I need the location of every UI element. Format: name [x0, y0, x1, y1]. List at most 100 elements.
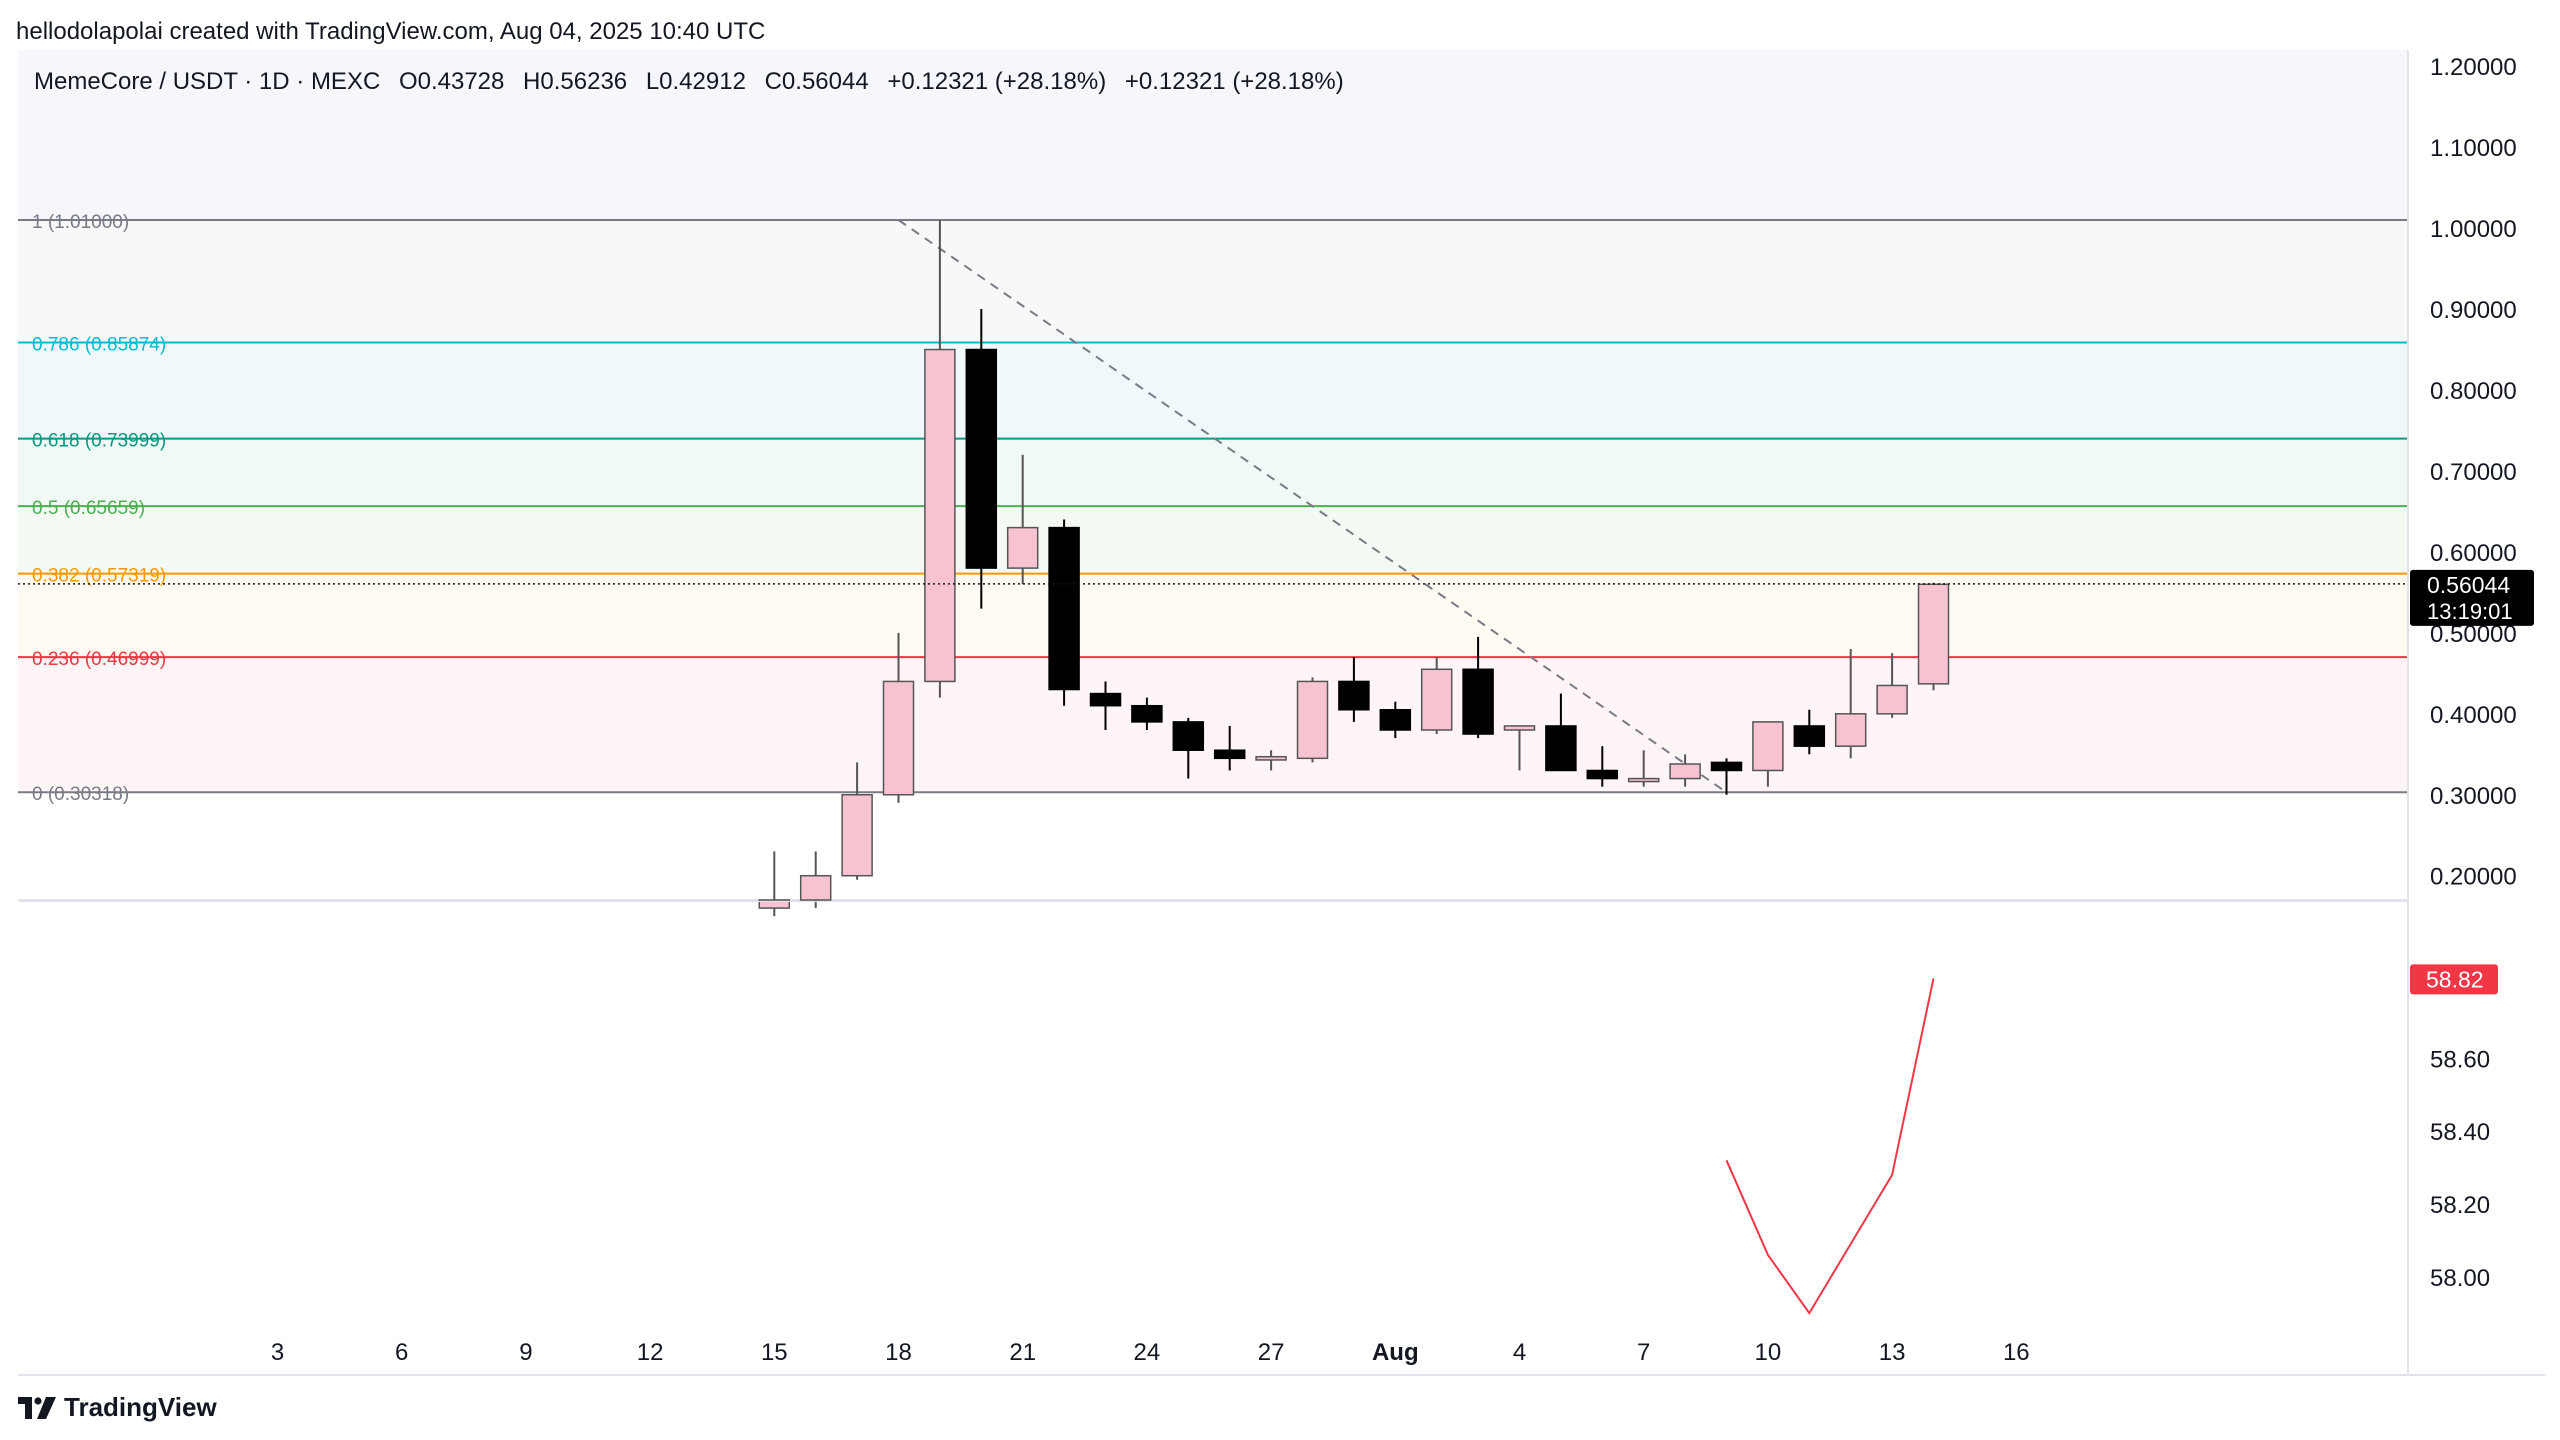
tradingview-logo-icon	[18, 1396, 56, 1419]
time-tick-label: 15	[761, 1339, 788, 1366]
price-tick-label: 0.60000	[2430, 540, 2517, 567]
candle-body	[799, 874, 832, 901]
fib-zone	[18, 657, 2408, 793]
last-price-badge	[2410, 569, 2534, 626]
candle	[1131, 697, 1163, 730]
candle-body	[1131, 704, 1163, 723]
pane-separator-line	[18, 901, 2408, 902]
fib-level-label: 0.382 (0.57319)	[32, 566, 166, 587]
candle-body	[1420, 668, 1453, 731]
time-tick-label: Aug	[1372, 1339, 1419, 1366]
price-tick-label: 0.70000	[2430, 459, 2517, 486]
fib-level-label: 0.236 (0.46999)	[32, 649, 166, 670]
candle	[1627, 750, 1660, 787]
candle-body	[1627, 777, 1660, 783]
candle	[1710, 758, 1743, 795]
fib-level-label: 0 (0.30318)	[32, 784, 129, 805]
time-tick-label: 10	[1755, 1339, 1782, 1366]
candle	[1420, 657, 1453, 735]
fib-level-label: 0.618 (0.73999)	[32, 431, 166, 452]
legend-close: C0.56044	[764, 68, 869, 95]
fib-zone	[18, 438, 2408, 507]
time-axis[interactable]: 3 6 9 12 15 18 21 24 27 Aug 4 7 10 13 16	[271, 1339, 2030, 1366]
candle	[1586, 746, 1619, 787]
rsi-tick-label: 58.00	[2430, 1265, 2490, 1292]
candle-body	[965, 348, 998, 569]
price-tick-label: 1.10000	[2430, 135, 2517, 162]
candle-body	[1545, 725, 1577, 772]
candle-body	[1213, 749, 1246, 760]
candle-body	[1834, 713, 1867, 747]
candle	[1462, 636, 1494, 739]
candle-body	[1710, 761, 1743, 772]
candle	[1669, 754, 1701, 787]
legend-low: L0.42912	[645, 68, 746, 95]
candle	[799, 851, 832, 909]
time-tick-label: 21	[1009, 1339, 1036, 1366]
time-tick-label: 27	[1258, 1339, 1285, 1366]
price-tick-label: 1.20000	[2430, 54, 2517, 81]
symbol-legend: MemeCore / USDT · 1D · MEXC O0.43728 H0.…	[34, 68, 1356, 96]
price-tick-label: 0.40000	[2430, 702, 2517, 729]
candle-body	[1089, 692, 1122, 707]
candle	[1752, 721, 1784, 787]
fib-zone	[18, 506, 2408, 574]
chart-background	[18, 50, 2408, 793]
candle	[758, 851, 791, 917]
legend-high: H0.56236	[523, 68, 628, 95]
time-tick-label: 12	[637, 1339, 664, 1366]
candle	[841, 762, 873, 880]
time-tick-label: 3	[271, 1339, 284, 1366]
candle-body	[1586, 769, 1619, 780]
candle-body	[1048, 526, 1080, 691]
candle	[1917, 582, 1950, 691]
legend-change: +0.12321 (+28.18%)	[887, 68, 1107, 95]
time-tick-label: 4	[1513, 1339, 1526, 1366]
candle	[1379, 701, 1412, 739]
candle-body	[1462, 668, 1494, 735]
fib-retracement[interactable]: 1 (1.01000) 0.786 (0.85874) 0.618 (0.73999…	[18, 212, 2408, 805]
candles	[18, 220, 2408, 917]
candle	[924, 220, 956, 698]
price-tick-label: 1.00000	[2430, 216, 2517, 243]
trend-line-segment	[897, 219, 1728, 794]
candle	[1296, 677, 1329, 763]
time-tick-label: 9	[519, 1339, 532, 1366]
candle-body	[882, 680, 915, 796]
candle-body	[1006, 526, 1039, 569]
rsi-value-badge	[2410, 964, 2498, 995]
price-axis[interactable]: 1.20000 1.10000 1.00000 0.90000 0.80000 0.700…	[18, 54, 2534, 891]
rsi-line	[1725, 978, 1935, 1315]
price-tick-label: 0.20000	[2430, 864, 2517, 891]
candle-body	[1379, 709, 1412, 731]
candle-body	[1752, 721, 1784, 772]
top-band	[18, 50, 2408, 220]
symbol-name[interactable]: MemeCore / USDT · 1D · MEXC	[34, 68, 381, 95]
trend-line[interactable]	[897, 219, 1728, 794]
brand-name: TradingView	[64, 1392, 217, 1422]
rsi-pane: 58.60 58.40 58.20 58.00 58.82	[1725, 964, 2498, 1315]
candle	[1793, 709, 1826, 755]
candle	[1255, 750, 1287, 771]
candle	[965, 309, 998, 609]
candle-body	[1876, 684, 1908, 715]
candle	[1338, 657, 1370, 722]
candle-body	[1503, 725, 1536, 731]
candle-body	[1669, 763, 1701, 780]
time-tick-label: 24	[1134, 1339, 1161, 1366]
candle-body	[758, 899, 791, 909]
price-tick-label: 0.80000	[2430, 378, 2517, 405]
candle	[1834, 649, 1867, 759]
rsi-tick-label: 58.60	[2430, 1046, 2490, 1073]
candle	[1172, 717, 1205, 779]
time-tick-label: 6	[395, 1339, 408, 1366]
bar-countdown: 13:19:01	[2427, 599, 2513, 624]
fib-zone	[18, 573, 2408, 658]
tradingview-logo[interactable]: TradingView	[18, 1392, 217, 1423]
time-tick-label: 13	[1879, 1339, 1906, 1366]
candle	[1503, 725, 1536, 771]
candle	[1876, 653, 1908, 718]
candle	[1006, 454, 1039, 585]
time-tick-label: 7	[1637, 1339, 1650, 1366]
